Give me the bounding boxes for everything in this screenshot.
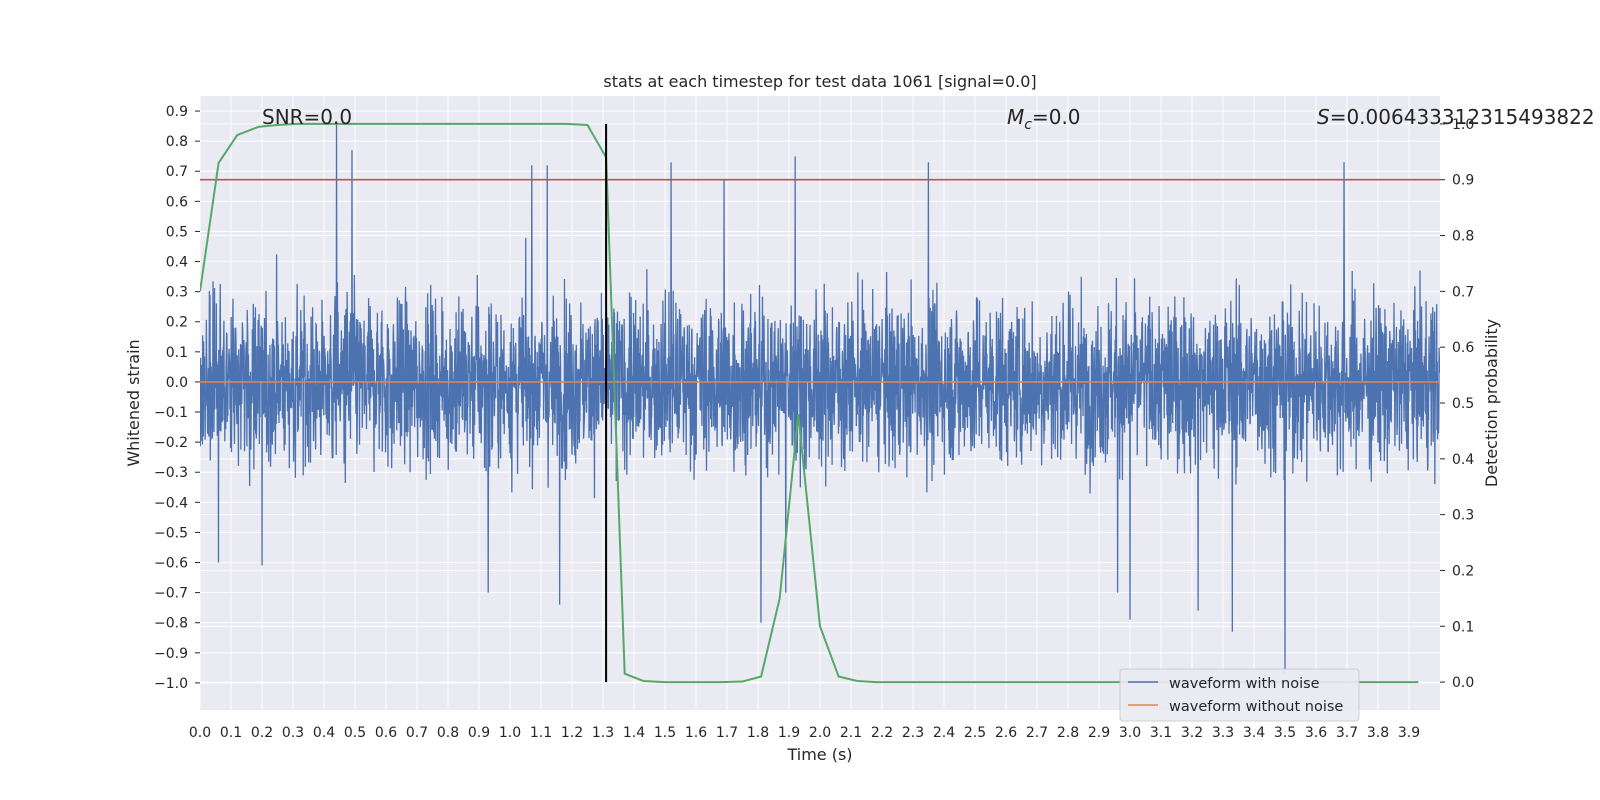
x-tick-label: 2.6 [995,725,1017,741]
x-tick-label: 0.7 [406,725,428,741]
y-tick-label: −0.4 [154,495,188,511]
x-tick-label: 0.1 [220,725,242,741]
y-tick-label: 0.3 [166,285,188,301]
legend-label-clean: waveform without noise [1169,699,1343,715]
x-tick-label: 1.3 [592,725,614,741]
x-tick-label: 0.6 [375,725,397,741]
chirp-mass-value: =0.0 [1032,105,1081,129]
x-tick-label: 3.7 [1336,725,1358,741]
y-tick-label: 0.2 [166,315,188,331]
y-tick-label: −0.5 [154,525,188,541]
y2-tick-label: 0.6 [1452,340,1474,356]
x-tick-label: 2.2 [871,725,893,741]
x-tick-label: 3.0 [1119,725,1141,741]
tick-labels: 0.0 0.1 0.2 0.3 0.4 0.5 0.6 0.7 0.8 0.9 1.0 1.1 1.2 1… [154,104,1474,741]
x-tick-label: 3.6 [1305,725,1327,741]
legend: waveform with noise waveform without noi… [1119,668,1360,722]
x-tick-label: 2.8 [1057,725,1079,741]
y-tick-label: 0.7 [166,164,188,180]
x-tick-label: 0.5 [344,725,366,741]
y-tick-label: 0.8 [166,134,188,150]
x-tick-label: 1.7 [716,725,738,741]
x-tick-label: 1.1 [530,725,552,741]
score-annotation: S=0.006433312315493822 [1317,105,1595,129]
y2-tick-label: 0.4 [1452,452,1474,468]
y-tick-label: 0.1 [166,345,188,361]
x-tick-label: 0.4 [313,725,335,741]
chart-title: stats at each timestep for test data 106… [603,72,1036,91]
x-tick-label: 1.8 [747,725,769,741]
x-tick-label: 0.0 [189,725,211,741]
score-symbol: S [1317,105,1330,129]
chirp-mass-subscript: c [1024,117,1032,133]
x-axis-label: Time (s) [786,745,852,764]
y-tick-label: −0.3 [154,465,188,481]
x-tick-label: 3.9 [1398,725,1420,741]
x-tick-label: 2.4 [933,725,955,741]
score-value: =0.006433312315493822 [1330,105,1595,129]
x-tick-label: 3.3 [1212,725,1234,741]
y-tick-label: −0.6 [154,556,188,572]
chirp-mass-annotation: Mc=0.0 [1007,105,1081,133]
y-tick-label: 0.4 [166,255,188,271]
y-tick-label: −0.2 [154,435,188,451]
x-tick-label: 0.8 [437,725,459,741]
x-tick-label: 2.9 [1088,725,1110,741]
x-tick-label: 2.3 [902,725,924,741]
x-tick-label: 1.6 [685,725,707,741]
x-tick-label: 1.4 [623,725,645,741]
x-tick-label: 3.8 [1367,725,1389,741]
y2-tick-label: 0.9 [1452,173,1474,189]
noisy-waveform-line [200,123,1440,674]
x-tick-label: 3.4 [1243,725,1265,741]
y2-tick-label: 0.5 [1452,396,1474,412]
x-tick-label: 3.1 [1150,725,1172,741]
x-tick-label: 1.2 [561,725,583,741]
snr-annotation: SNR=0.0 [262,105,352,129]
y2-tick-label: 0.3 [1452,508,1474,524]
y-tick-label: 0.9 [166,104,188,120]
x-tick-label: 1.5 [654,725,676,741]
y2-tick-label: 0.7 [1452,284,1474,300]
x-tick-label: 2.1 [840,725,862,741]
x-tick-label: 2.5 [964,725,986,741]
x-tick-label: 0.2 [251,725,273,741]
y2-tick-label: 0.0 [1452,675,1474,691]
y-tick-label: 0.5 [166,224,188,240]
y-tick-label: −0.8 [154,616,188,632]
y-tick-label: 0.0 [166,375,188,391]
y2-axis-label: Detection probability [1482,319,1501,487]
x-tick-label: 1.0 [499,725,521,741]
x-tick-label: 3.2 [1181,725,1203,741]
y2-tick-label: 0.1 [1452,619,1474,635]
x-tick-label: 1.9 [778,725,800,741]
y-tick-label: −0.7 [154,586,188,602]
legend-label-noise: waveform with noise [1169,676,1320,692]
x-tick-label: 2.0 [809,725,831,741]
y2-tick-label: 0.2 [1452,563,1474,579]
x-tick-label: 2.7 [1026,725,1048,741]
y-tick-label: −0.9 [154,646,188,662]
y2-tick-label: 0.8 [1452,229,1474,245]
y-tick-label: 0.6 [166,194,188,210]
y-axis-label: Whitened strain [124,339,143,466]
x-tick-label: 0.3 [282,725,304,741]
y2-tick-label: 1.0 [1452,117,1474,133]
legend-box [1119,668,1360,722]
x-tick-label: 3.5 [1274,725,1296,741]
y-tick-label: −0.1 [154,405,188,421]
x-tick-label: 0.9 [468,725,490,741]
y-tick-label: −1.0 [154,676,188,692]
chirp-mass-symbol: M [1007,105,1024,129]
